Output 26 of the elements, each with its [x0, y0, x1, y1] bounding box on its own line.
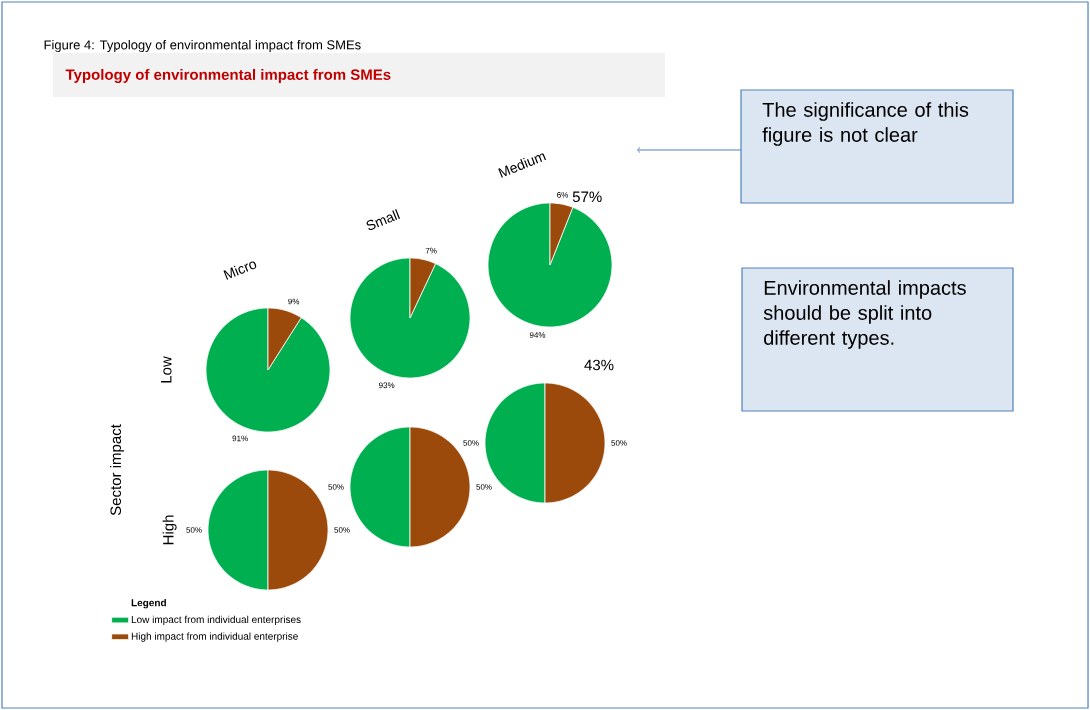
chart-title: Small [366, 209, 400, 231]
legend-label: High impact from individual enterprise [131, 632, 298, 642]
data-label: 94% [529, 332, 546, 338]
text: High [162, 515, 177, 545]
text: Sector impact [110, 424, 124, 516]
data-label: 50% [328, 484, 344, 490]
caption: Figure 4: Typology of environmental impact from SMEs [44, 39, 361, 53]
legend-label: Low impact from individual enterprises [131, 615, 301, 626]
data-label: 9% [288, 298, 300, 305]
data-label: 50% [476, 484, 492, 490]
data-label: 6% [557, 192, 569, 198]
text: Typology of environmental impact from SMEs [65, 68, 391, 83]
data-label: 50% [186, 527, 202, 533]
data-label: 93% [379, 382, 395, 389]
text: The significance of this figure is not clear [762, 102, 969, 146]
text: Environmental impacts should be split into different types. [763, 280, 966, 349]
data-label: 7% [425, 247, 437, 254]
text: Low [161, 356, 172, 383]
text: 43% [584, 359, 614, 371]
data-label: 50% [334, 527, 350, 533]
data-label: 50% [611, 440, 627, 446]
data-label: 50% [463, 440, 479, 446]
chart-title: Micro [223, 261, 257, 280]
text: 57% [572, 191, 602, 203]
legend-title: Legend [131, 598, 166, 609]
data-label: 91% [232, 435, 248, 442]
